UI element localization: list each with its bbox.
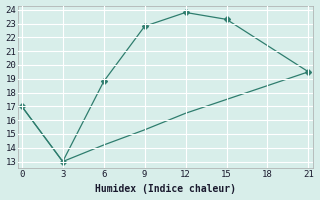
X-axis label: Humidex (Indice chaleur): Humidex (Indice chaleur) (95, 184, 236, 194)
